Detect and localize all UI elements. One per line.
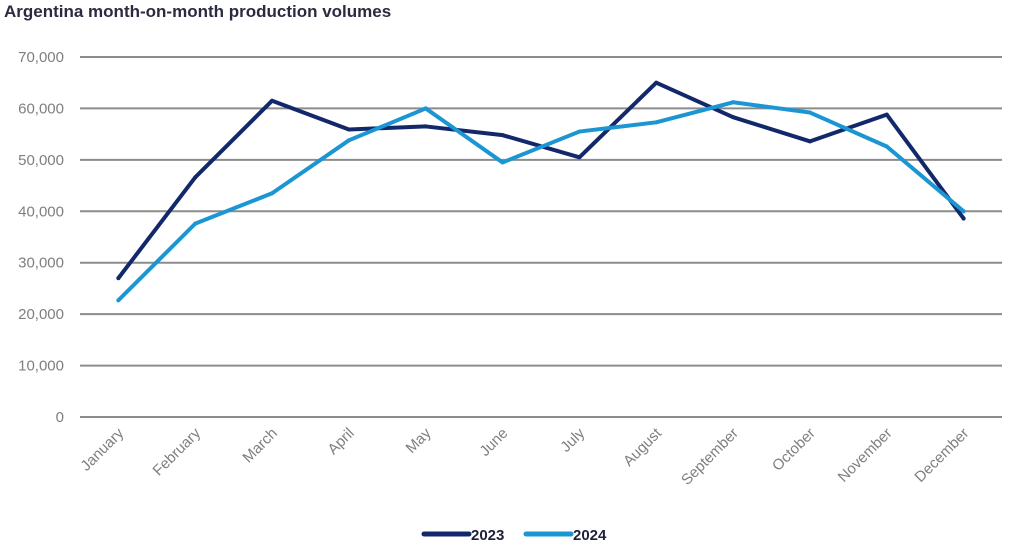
- data-point-2023-march: [270, 98, 275, 103]
- x-tick-label: December: [911, 425, 972, 486]
- data-point-2023-december: [961, 216, 966, 221]
- data-point-2023-april: [346, 127, 351, 132]
- data-point-2023-june: [500, 133, 505, 138]
- data-point-2024-june: [500, 160, 505, 165]
- y-tick-label: 40,000: [18, 203, 64, 220]
- x-axis-ticks: January February March April May June July Augu…: [77, 424, 972, 488]
- x-tick-label: March: [239, 425, 280, 466]
- legend-item-2023: 2023: [421, 527, 504, 544]
- series-lines: [116, 80, 966, 303]
- data-point-2024-october: [807, 110, 812, 115]
- data-point-2024-march: [270, 191, 275, 196]
- data-point-2024-september: [731, 100, 736, 105]
- legend-item-2024: 2024: [523, 527, 607, 544]
- y-tick-label: 20,000: [18, 306, 64, 323]
- x-tick-label: April: [325, 425, 358, 458]
- legend-label: 2024: [573, 527, 607, 544]
- y-tick-label: 30,000: [18, 255, 64, 272]
- y-tick-label: 50,000: [18, 152, 64, 169]
- data-point-2024-april: [346, 138, 351, 143]
- series-line-2024: [116, 100, 966, 303]
- data-point-2024-january: [116, 298, 121, 303]
- data-point-2024-december: [961, 209, 966, 214]
- y-tick-label: 0: [56, 409, 64, 426]
- data-point-2024-august: [654, 120, 659, 125]
- y-tick-label: 60,000: [18, 100, 64, 117]
- data-point-2024-july: [577, 129, 582, 134]
- y-tick-label: 70,000: [18, 49, 64, 66]
- x-tick-label: July: [557, 424, 588, 455]
- x-tick-label: October: [769, 425, 819, 475]
- series-line-2023: [116, 80, 966, 281]
- data-point-2023-november: [884, 112, 889, 117]
- x-tick-label: September: [678, 425, 742, 489]
- x-tick-label: August: [620, 424, 666, 470]
- chart-title: Argentina month-on-month production volu…: [4, 2, 392, 21]
- data-point-2023-may: [423, 124, 428, 129]
- data-point-2024-november: [884, 144, 889, 149]
- data-point-2023-july: [577, 155, 582, 160]
- data-point-2024-may: [423, 106, 428, 111]
- data-point-2023-august: [654, 80, 659, 85]
- x-tick-label: February: [150, 424, 205, 479]
- legend-label: 2023: [471, 527, 504, 544]
- y-tick-label: 10,000: [18, 358, 64, 375]
- x-tick-label: June: [476, 425, 511, 460]
- gridlines: [80, 56, 1002, 418]
- data-point-2023-october: [807, 139, 812, 144]
- x-tick-label: May: [403, 424, 435, 456]
- x-tick-label: January: [77, 424, 127, 474]
- data-point-2024-february: [193, 221, 198, 226]
- data-point-2023-january: [116, 276, 121, 281]
- data-point-2023-september: [731, 115, 736, 120]
- legend: 2023 2024: [421, 527, 607, 544]
- data-point-2023-february: [193, 175, 198, 180]
- x-tick-label: November: [835, 425, 896, 486]
- y-axis-ticks: 0 10,000 20,000 30,000 40,000 50,000 60,000 70,…: [18, 49, 64, 426]
